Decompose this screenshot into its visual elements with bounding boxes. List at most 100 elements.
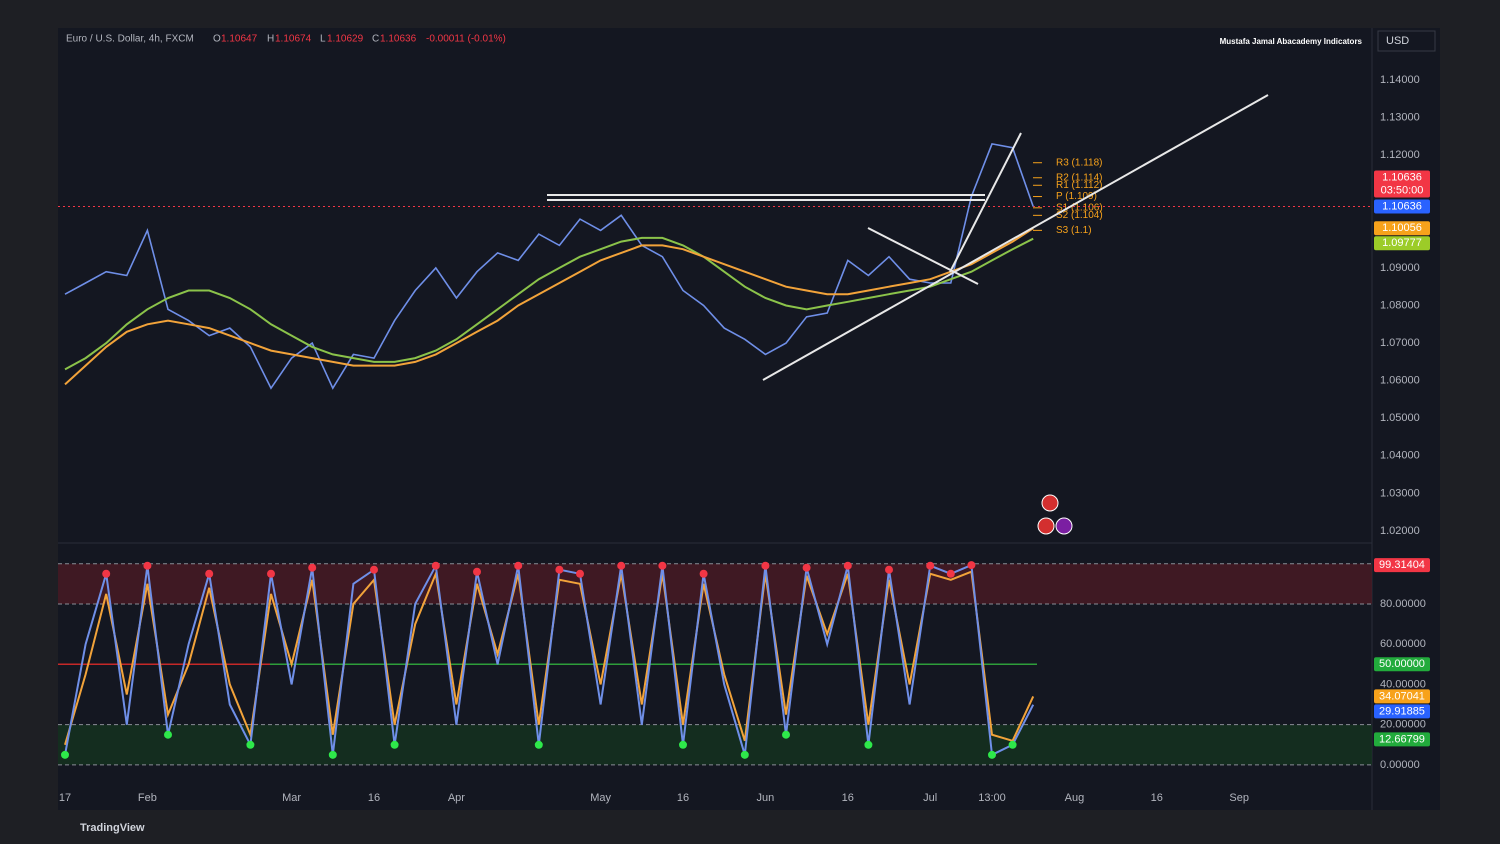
x-tick-label: Apr bbox=[448, 792, 465, 804]
oversold-dot bbox=[246, 740, 255, 749]
overbought-dot bbox=[576, 569, 584, 578]
overbought-dot bbox=[885, 565, 893, 574]
series-line bbox=[64, 562, 1035, 757]
overbought-dot bbox=[205, 569, 214, 578]
price-tag bbox=[1374, 170, 1430, 198]
y-tick-label: 80.00000 bbox=[1380, 598, 1426, 610]
pivot-label: S3 (1.1) bbox=[1056, 225, 1092, 236]
drawings bbox=[547, 94, 1269, 381]
symbol: Euro / U.S. Dollar, 4h, FXCM bbox=[66, 34, 194, 45]
zone bbox=[58, 563, 1372, 604]
currency[interactable]: USD bbox=[1386, 35, 1409, 47]
overbought-dot bbox=[555, 565, 564, 574]
y-tick-label: 1.07000 bbox=[1380, 337, 1420, 349]
y-tick-label: 1.06000 bbox=[1380, 375, 1420, 387]
oversold-dot bbox=[782, 730, 790, 739]
pivot-label: R3 (1.118) bbox=[1056, 157, 1103, 168]
y-tick-label: 1.13000 bbox=[1380, 112, 1420, 124]
overbought-dot bbox=[514, 561, 523, 570]
oversold-dot bbox=[864, 740, 873, 749]
price-tag-countdown: 03:50:00 bbox=[1381, 184, 1424, 196]
price-tag bbox=[1374, 689, 1430, 704]
x-tick-label: Mar bbox=[282, 792, 301, 804]
overbought-dot bbox=[699, 569, 708, 578]
y-tick-label: 1.08000 bbox=[1380, 299, 1420, 311]
price-tag bbox=[1374, 558, 1430, 573]
price-tag bbox=[1374, 732, 1430, 747]
y-tick-label: 60.00000 bbox=[1380, 638, 1426, 650]
high: 1.10674 bbox=[275, 34, 312, 45]
price-tag-label: 50.00000 bbox=[1379, 658, 1425, 670]
pivot-label: R1 (1.112) bbox=[1056, 180, 1103, 191]
event-icon bbox=[1037, 517, 1055, 535]
series-line bbox=[64, 227, 1034, 386]
close: 1.10636 bbox=[380, 34, 417, 45]
y-tick-label: 1.14000 bbox=[1380, 74, 1420, 86]
overbought-dot bbox=[761, 561, 770, 570]
brand: TradingView bbox=[80, 822, 145, 834]
x-tick-label: Jul bbox=[923, 792, 937, 804]
x-tick-label: 16 bbox=[677, 792, 689, 804]
y-tick-label: 1.04000 bbox=[1380, 450, 1420, 462]
x-tick-label: May bbox=[590, 792, 611, 804]
oversold-dot bbox=[61, 750, 69, 759]
price-tag bbox=[1374, 704, 1430, 719]
pivot-label: R2 (1.114) bbox=[1056, 172, 1103, 183]
overbought-dot bbox=[946, 569, 955, 578]
x-tick-label: 16 bbox=[368, 792, 380, 804]
x-tick-label: 16 bbox=[842, 792, 854, 804]
price-tag-label: 1.10636 bbox=[1382, 171, 1422, 183]
overbought-dot bbox=[802, 563, 811, 572]
overbought-dot bbox=[143, 561, 152, 570]
currency-box[interactable] bbox=[1377, 30, 1436, 52]
overbought-dot bbox=[658, 561, 667, 570]
low: 1.10629 bbox=[327, 34, 364, 45]
price-tag bbox=[1374, 221, 1430, 236]
overbought-dot bbox=[843, 561, 852, 570]
overbought-dot bbox=[617, 561, 626, 570]
oversold-dot bbox=[988, 750, 996, 759]
oversold-dot bbox=[740, 750, 749, 759]
zone bbox=[58, 724, 1372, 765]
open: 1.10647 bbox=[221, 34, 258, 45]
oversold-dot bbox=[1008, 740, 1017, 749]
series-line bbox=[64, 236, 1034, 371]
price-tag-label: 29.91885 bbox=[1379, 705, 1425, 717]
oversold-dot bbox=[534, 740, 543, 749]
price-tag-label: 1.09777 bbox=[1382, 237, 1422, 249]
y-tick-label: 1.09000 bbox=[1380, 262, 1420, 274]
price-tag bbox=[1374, 199, 1430, 214]
overbought-dot bbox=[473, 567, 481, 576]
y-tick-label: 1.02000 bbox=[1380, 525, 1420, 537]
price-tag-label: 12.66799 bbox=[1379, 733, 1425, 745]
close-label: C bbox=[372, 34, 379, 45]
trendline bbox=[949, 132, 1022, 273]
price-tag bbox=[1374, 657, 1430, 672]
y-tick-label: 40.00000 bbox=[1380, 678, 1426, 690]
series-line bbox=[64, 142, 1034, 390]
indicator-name: Mustafa Jamal Abacademy Indicators bbox=[1220, 37, 1363, 46]
overbought-dot bbox=[967, 561, 976, 570]
high-label: H bbox=[267, 34, 274, 45]
chart-area bbox=[58, 28, 1440, 810]
x-tick-label: Aug bbox=[1065, 792, 1085, 804]
open-label: O bbox=[213, 34, 221, 45]
y-tick-label: 1.12000 bbox=[1380, 149, 1420, 161]
trendline bbox=[762, 94, 1269, 381]
pivot-label: S2 (1.104) bbox=[1056, 210, 1103, 221]
oversold-dot bbox=[390, 740, 399, 749]
oversold-dot bbox=[164, 730, 172, 739]
x-tick-label: 13:00 bbox=[978, 792, 1006, 804]
low-label: L bbox=[320, 34, 326, 45]
y-tick-label: 20.00000 bbox=[1380, 719, 1426, 731]
x-tick-label: Jun bbox=[757, 792, 775, 804]
price-tag-label: 34.07041 bbox=[1379, 690, 1425, 702]
oversold-dot bbox=[328, 750, 337, 759]
y-tick-label: 1.03000 bbox=[1380, 487, 1420, 499]
y-tick-label: 1.05000 bbox=[1380, 412, 1420, 424]
price-tag bbox=[1374, 236, 1430, 251]
pivot-label: P (1.109) bbox=[1056, 191, 1097, 202]
y-tick-label: 0.00000 bbox=[1380, 759, 1420, 771]
overbought-dot bbox=[370, 565, 378, 574]
